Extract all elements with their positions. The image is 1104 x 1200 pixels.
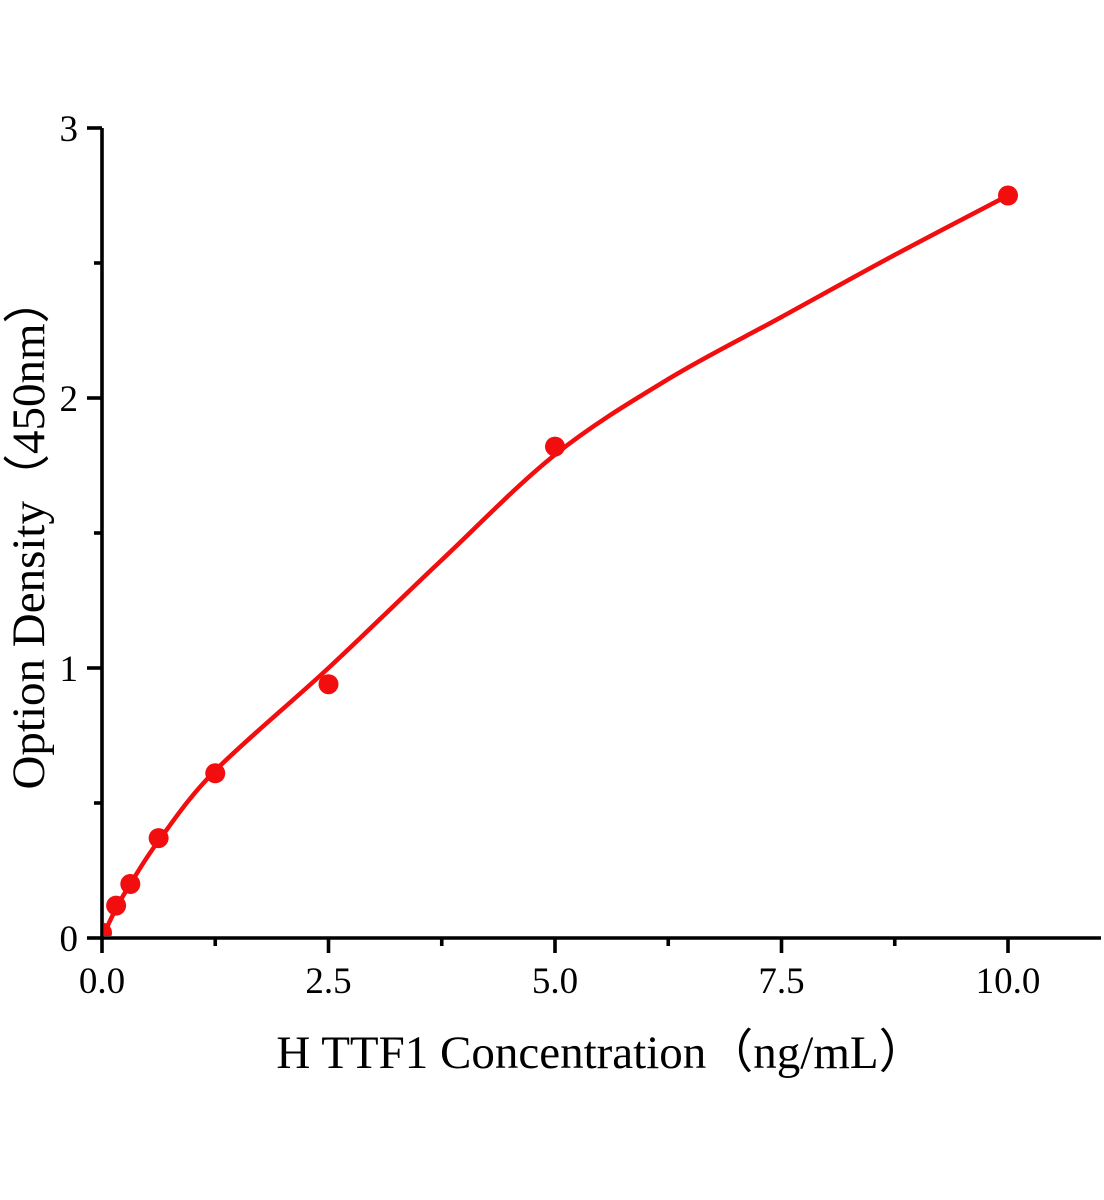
y-tick-label: 0 bbox=[60, 919, 79, 960]
data-point bbox=[998, 185, 1018, 206]
fit-curve bbox=[104, 193, 1011, 936]
x-tick-label: 5.0 bbox=[532, 961, 578, 1002]
data-point bbox=[106, 895, 127, 916]
x-tick-label: 2.5 bbox=[305, 961, 351, 1002]
tick-label-layer: 0.0 2.5 5.0 7.5 10.0 0 1 2 3 bbox=[60, 109, 1041, 1002]
y-tick-label: 2 bbox=[60, 379, 79, 420]
x-tick-label: 7.5 bbox=[758, 961, 804, 1002]
x-axis-title: H TTF1 Concentration（ng/mL） bbox=[276, 1027, 925, 1079]
x-tick-label: 10.0 bbox=[976, 961, 1041, 1002]
x-tick-label: 0.0 bbox=[79, 961, 125, 1002]
data-point bbox=[148, 828, 169, 849]
axes-layer bbox=[87, 126, 1101, 953]
y-axis-title: Option Density（450nm） bbox=[3, 276, 55, 789]
data-point bbox=[104, 922, 112, 936]
data-point bbox=[318, 674, 339, 695]
data-point bbox=[205, 763, 226, 784]
y-tick-label: 1 bbox=[60, 649, 79, 690]
data-point bbox=[120, 874, 141, 894]
y-tick-label: 3 bbox=[60, 109, 79, 150]
data-point bbox=[545, 436, 565, 457]
data-layer bbox=[104, 185, 1018, 936]
